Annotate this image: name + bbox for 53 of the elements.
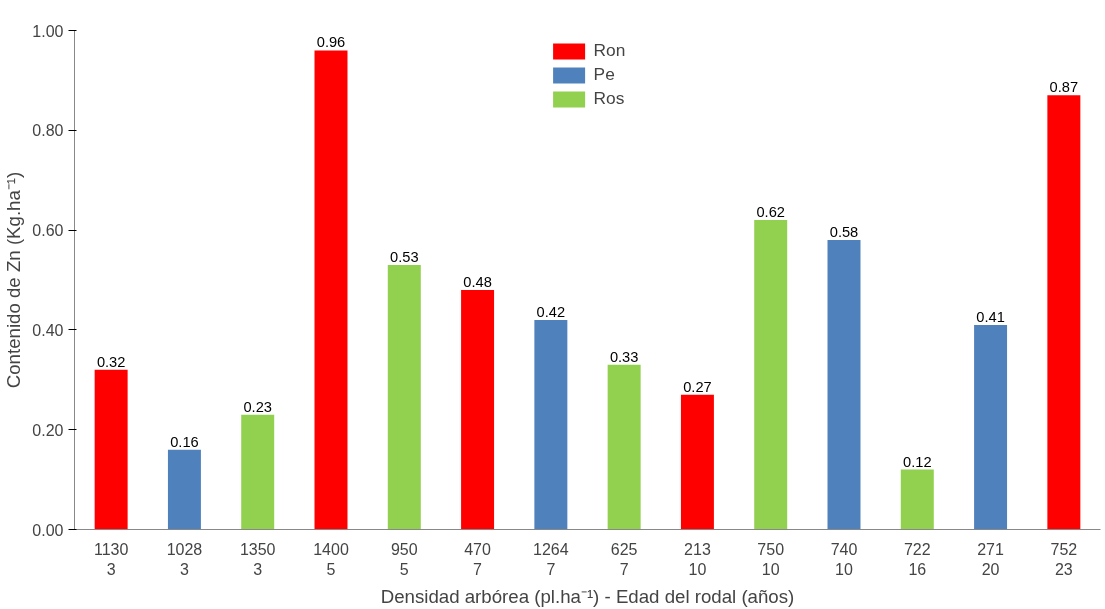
data-label: 0.53: [390, 249, 419, 266]
x-tick-label: 1130 3: [93, 540, 129, 578]
x-tick-label: 1028 3: [166, 540, 203, 578]
data-label: 0.12: [903, 453, 932, 470]
y-tick-label: 1.00: [32, 22, 64, 40]
data-label: 0.27: [683, 378, 712, 395]
bar: [607, 364, 641, 530]
x-tick-label: 740 10: [830, 540, 858, 578]
bar: [754, 220, 788, 530]
y-tick-label: 0.60: [32, 222, 64, 240]
bar: [974, 324, 1008, 530]
y-axis-title: Contenido de Zn (Kg.ha⁻¹): [3, 171, 25, 389]
bar: [680, 394, 714, 530]
x-tick-label: 470 7: [464, 540, 492, 578]
data-label: 0.23: [243, 398, 272, 415]
bar: [314, 50, 348, 530]
y-tick-label: 0.20: [32, 421, 64, 439]
bar: [461, 289, 495, 530]
data-label: 0.48: [463, 273, 492, 290]
x-tick-label: 1264 7: [533, 540, 569, 578]
x-tick-label: 750 10: [757, 540, 785, 578]
legend-label: Ron: [593, 40, 626, 61]
bar: [387, 265, 421, 530]
x-tick-label: 950 5: [390, 540, 418, 578]
bar: [241, 414, 275, 530]
y-tick-label: 0.00: [32, 521, 64, 539]
data-label: 0.58: [829, 224, 859, 241]
x-tick-label: 271 20: [977, 540, 1005, 578]
data-label: 0.32: [96, 353, 126, 370]
data-label: 0.41: [976, 308, 1005, 325]
data-label: 0.87: [1049, 79, 1079, 96]
bar: [534, 319, 568, 530]
data-label: 0.62: [756, 204, 785, 221]
y-tick-label: 0.40: [32, 321, 64, 339]
y-tick-label: 0.80: [32, 122, 64, 140]
legend-label: Pe: [593, 64, 615, 85]
data-label: 0.16: [170, 433, 199, 450]
x-tick-label: 752 23: [1050, 540, 1078, 578]
data-label: 0.96: [316, 34, 346, 51]
x-tick-label: 722 16: [903, 540, 931, 578]
x-tick-label: 1350 3: [239, 540, 276, 578]
x-tick-label: 625 7: [610, 540, 638, 578]
data-label: 0.42: [536, 303, 566, 320]
bar: [1047, 95, 1081, 530]
legend-label: Ros: [593, 88, 625, 109]
bar: [167, 449, 201, 530]
bar: [94, 369, 128, 530]
x-tick-label: 213 10: [684, 540, 711, 578]
data-label: 0.33: [609, 348, 639, 365]
bar: [827, 240, 861, 530]
x-tick-label: 1400 5: [313, 540, 349, 578]
bar: [900, 469, 934, 530]
x-axis-title: Densidad arbórea (pl.ha⁻¹) - Edad del rodal (años): [380, 585, 795, 607]
